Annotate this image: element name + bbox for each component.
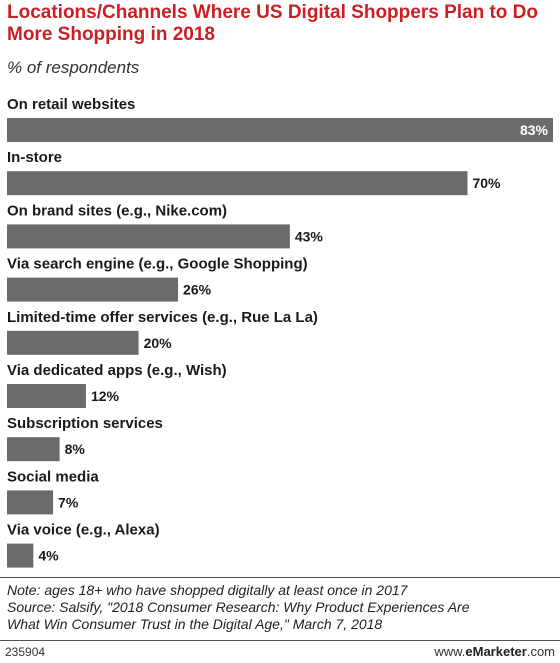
category-label: On retail websites: [7, 96, 135, 113]
category-label: Subscription services: [7, 415, 163, 432]
category-label: Via voice (e.g., Alexa): [7, 522, 160, 539]
bar: [7, 277, 179, 302]
category-label: Via dedicated apps (e.g., Wish): [7, 362, 227, 379]
value-label: 20%: [144, 335, 173, 351]
brand-logo[interactable]: www.eMarketer.com: [434, 644, 555, 659]
bar: [7, 171, 468, 196]
bar: [7, 330, 139, 355]
value-label: 8%: [65, 441, 86, 457]
value-label: 43%: [295, 228, 324, 244]
brand-suffix: .com: [526, 644, 555, 659]
bar: [7, 437, 60, 462]
bar-chart: On retail websites 83% In-store 70% On brand…: [7, 96, 553, 568]
category-label: Social media: [7, 468, 99, 485]
brand-name: eMarketer: [465, 644, 527, 659]
bar: [7, 384, 86, 408]
chart-id: 235904: [5, 645, 46, 659]
category-label: Via search engine (e.g., Google Shopping…: [7, 256, 308, 273]
bar: [7, 118, 553, 142]
category-label: In-store: [7, 149, 62, 166]
category-label: On brand sites (e.g., Nike.com): [7, 202, 227, 219]
value-label: 70%: [472, 175, 501, 191]
chart-title: Locations/Channels Where US Digital Shop…: [7, 2, 539, 45]
footer-note: Note: ages 18+ who have shopped digitall…: [7, 582, 408, 598]
bar: [7, 224, 290, 249]
value-label: 26%: [183, 282, 212, 298]
bar: [7, 543, 34, 568]
value-label: 12%: [91, 388, 120, 404]
value-label: 4%: [38, 548, 59, 564]
bar: [7, 490, 54, 515]
value-label: 7%: [58, 494, 79, 510]
bottom-divider: [0, 640, 560, 641]
chart-footer: Note: ages 18+ who have shopped digitall…: [7, 582, 555, 633]
footer-source-line-1: Source: Salsify, "2018 Consumer Research…: [7, 599, 470, 615]
category-label: Limited-time offer services (e.g., Rue L…: [7, 309, 318, 326]
brand-prefix: www.: [434, 644, 466, 659]
footer-divider: [0, 577, 560, 578]
value-label: 83%: [520, 122, 549, 138]
chart-subtitle: % of respondents: [7, 58, 140, 77]
footer-source-line-2: What Win Consumer Trust in the Digital A…: [7, 616, 383, 632]
